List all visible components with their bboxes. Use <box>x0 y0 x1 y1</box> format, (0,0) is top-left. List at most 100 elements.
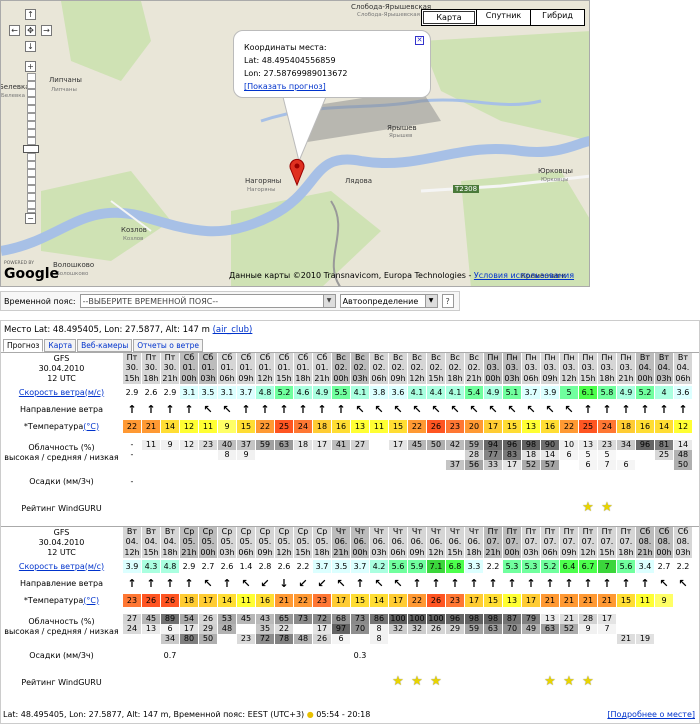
forecast-column: Пт 07. 09h 6.4 ↑ 21 21 52 ★ <box>560 527 579 699</box>
hour-cell: 21h <box>161 373 179 384</box>
hour-cell: 18h <box>465 547 483 558</box>
map-type-hybrid-button[interactable]: Гибрид <box>530 10 584 25</box>
precip-cell <box>484 649 502 663</box>
map-view[interactable]: Слобода-Ярышевская Слобода-Ярышевская Ли… <box>0 0 590 287</box>
map-label: Волошково <box>53 261 95 269</box>
wind-cell: 5.2 <box>636 386 654 399</box>
wind-cell: 4.1 <box>446 386 464 399</box>
day-cell: Пт <box>161 353 179 363</box>
temp-cell: 12 <box>180 420 198 433</box>
cloud-high-cell: 98 <box>465 614 483 624</box>
forecast-column: Сб 01. 03h 3.5 ↖ 11 23 <box>199 353 218 525</box>
cloud-high-cell: 34 <box>617 440 635 450</box>
precip-label: Осадки (мм/3ч) <box>29 651 94 660</box>
tab-forecast[interactable]: Прогноз <box>3 339 44 352</box>
star-icon <box>313 501 331 517</box>
cloud-mid-cell: 6 <box>560 450 578 460</box>
pan-left-button[interactable]: ← <box>9 25 20 36</box>
pan-down-button[interactable]: ↓ <box>25 41 36 52</box>
hour-cell: 06h <box>370 373 388 384</box>
autodetect-select[interactable]: Автоопределение ▼ <box>339 294 438 308</box>
cloud-high-cell: 87 <box>503 614 521 624</box>
wind-direction-icon: ↑ <box>545 577 555 590</box>
star-icon: ★ <box>582 674 594 689</box>
hour-cell: 00h <box>332 373 350 384</box>
star-icon: ★ <box>601 500 613 515</box>
map-label-small: Нагоряны <box>247 187 276 193</box>
date-cell: 04. <box>636 363 654 373</box>
cloud-high-cell: 72 <box>313 614 331 624</box>
cloud-high-cell <box>674 614 692 624</box>
wind-cell: 3.9 <box>123 560 141 573</box>
precip-label: Осадки (мм/3ч) <box>29 477 94 486</box>
wind-cell: 2.6 <box>142 386 160 399</box>
wind-cell: 4.6 <box>294 386 312 399</box>
map-label: Кременчиги <box>521 272 566 280</box>
temp-cell: 15 <box>237 420 255 433</box>
wind-direction-icon: ↖ <box>336 577 346 590</box>
cloud-high-cell: 17 <box>389 440 407 450</box>
forecast-column: Вс 02. 09h 3.6 ↖ 15 17 <box>389 353 408 525</box>
cloud-low-cell <box>446 634 464 644</box>
date-cell: 02. <box>446 363 464 373</box>
wind-cell: 6.1 <box>579 386 597 399</box>
temp-cell: 17 <box>465 594 483 607</box>
cloud-mid-cell <box>408 450 426 460</box>
day-cell: Пт <box>503 527 521 537</box>
tab-webcams[interactable]: Веб-камеры <box>77 339 133 352</box>
cloud-mid-cell: 32 <box>389 624 407 634</box>
precip-cell <box>579 475 597 489</box>
tab-map[interactable]: Карта <box>44 339 77 352</box>
forecast-column: Вс 02. 18h 4.1 ↖ 23 42 37 <box>446 353 465 525</box>
wind-cell: 5.3 <box>503 560 521 573</box>
wind-cell: 3.5 <box>332 560 350 573</box>
map-type-map-button[interactable]: Карта <box>423 11 475 24</box>
timezone-select[interactable]: --ВЫБЕРИТЕ ВРЕМЕННОЙ ПОЯС-- ▼ <box>79 294 336 308</box>
cloud-high-cell <box>370 440 388 450</box>
hour-cell: 12h <box>560 373 578 384</box>
date-cell: 07. <box>541 537 559 547</box>
date-cell: 02. <box>351 363 369 373</box>
date-cell: 05. <box>218 537 236 547</box>
hour-cell: 00h <box>180 373 198 384</box>
star-icon <box>313 675 331 691</box>
hour-cell: 00h <box>484 373 502 384</box>
zoom-handle[interactable] <box>23 145 39 153</box>
wind-direction-icon: ↑ <box>165 577 175 590</box>
wind-direction-icon: ↑ <box>184 403 194 416</box>
wind-direction-icon: ↖ <box>564 403 574 416</box>
temp-cell: 24 <box>294 420 312 433</box>
cloud-high-cell: 68 <box>332 614 350 624</box>
map-pin-icon[interactable] <box>289 158 305 186</box>
tab-wind-reports[interactable]: Отчеты о ветре <box>133 339 203 352</box>
pan-center-button[interactable]: ✥ <box>25 25 36 36</box>
map-type-satellite-button[interactable]: Спутник <box>476 10 530 25</box>
hour-cell: 21h <box>484 547 502 558</box>
temp-cell: 12 <box>674 420 692 433</box>
forecast-column: Вс 02. 21h 5.4 ↖ 20 59 28 56 <box>465 353 484 525</box>
wind-cell: 3.5 <box>199 386 217 399</box>
temp-cell: 17 <box>389 594 407 607</box>
zoom-in-button[interactable]: + <box>25 61 36 72</box>
show-forecast-link[interactable]: [Показать прогноз] <box>244 82 326 91</box>
date-cell: 03. <box>598 363 616 373</box>
pan-right-button[interactable]: → <box>41 25 52 36</box>
precip-cell <box>408 649 426 663</box>
close-icon[interactable]: ✕ <box>415 36 424 45</box>
date-cell: 30. <box>142 363 160 373</box>
forecast-column: Сб 01. 15h 5.2 ↑ 25 63 <box>275 353 294 525</box>
place-link[interactable]: (air_club) <box>212 325 253 335</box>
day-cell: Пт <box>598 527 616 537</box>
cloud-mid-cell: 32 <box>408 624 426 634</box>
cloud-high-cell: 41 <box>332 440 350 450</box>
hour-cell: 18h <box>313 547 331 558</box>
more-about-place-link[interactable]: [Подробнее о месте] <box>607 710 695 719</box>
zoom-slider[interactable] <box>27 73 36 213</box>
terms-link[interactable]: Условия использования <box>473 271 575 280</box>
help-button[interactable]: ? <box>441 294 454 308</box>
day-cell: Чт <box>446 527 464 537</box>
cloud-low-cell: 26 <box>313 634 331 644</box>
pan-up-button[interactable]: ↑ <box>25 9 36 20</box>
cloud-mid-cell: 49 <box>522 624 540 634</box>
zoom-out-button[interactable]: − <box>25 213 36 224</box>
